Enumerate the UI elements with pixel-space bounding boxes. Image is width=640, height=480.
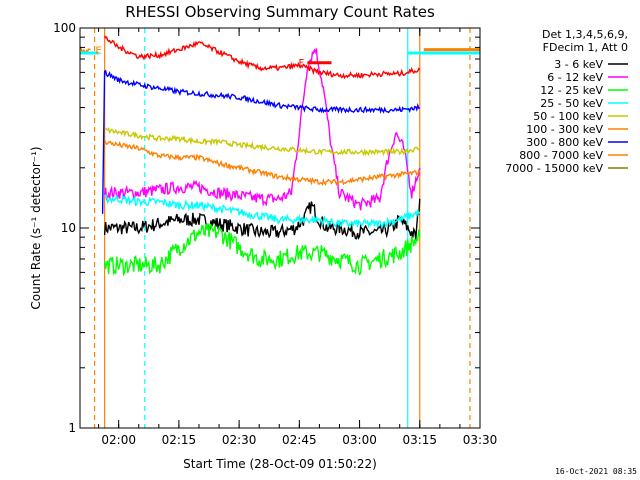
- legend-header-line-1: Det 1,3,4,5,6,9,: [542, 28, 628, 41]
- legend-label-5: 100 - 300 keV: [526, 123, 603, 136]
- legend-label-7: 800 - 7000 keV: [519, 149, 603, 162]
- series-line-1: [103, 48, 421, 211]
- series-line-2: [103, 223, 421, 277]
- legend-label-4: 50 - 100 keV: [533, 110, 603, 123]
- legend-label-2: 12 - 25 keV: [540, 84, 603, 97]
- x-tick-label-6: 03:30: [463, 433, 498, 447]
- y-tick-label-2: 100: [53, 21, 76, 35]
- series-line-4: [104, 127, 421, 157]
- y-tick-label-0: 1: [68, 421, 76, 435]
- chart-title: RHESSI Observing Summary Count Rates: [125, 3, 435, 21]
- axis-ticks: 02:00 02:15 02:30 02:45 03:00 03:15 03:30 1 10 10…: [53, 21, 497, 447]
- y-axis-label: Count Rate (s⁻¹ detector⁻¹): [29, 146, 43, 309]
- series-line-3: [104, 194, 421, 229]
- x-tick-label-2: 02:30: [222, 433, 257, 447]
- legend-label-3: 25 - 50 keV: [540, 97, 603, 110]
- eclipse-label: E: [95, 46, 101, 57]
- total-rate-line: [103, 35, 421, 80]
- y-tick-label-1: 10: [61, 221, 76, 235]
- series-line-6: [101, 69, 421, 214]
- legend-label-6: 300 - 800 keV: [526, 136, 603, 149]
- x-tick-label-3: 02:45: [282, 433, 317, 447]
- legend: Det 1,3,4,5,6,9, FDecim 1, Att 0 3 - 6 k…: [505, 28, 628, 175]
- x-tick-label-5: 03:15: [402, 433, 437, 447]
- series-lines: FE: [79, 35, 480, 277]
- legend-label-8: 7000 - 15000 keV: [505, 162, 603, 175]
- x-tick-label-4: 03:00: [342, 433, 377, 447]
- series-line-7: [79, 46, 91, 53]
- legend-label-0: 3 - 6 keV: [554, 58, 603, 71]
- x-axis-label: Start Time (28-Oct-09 01:50:22): [183, 457, 377, 471]
- legend-label-1: 6 - 12 keV: [547, 71, 603, 84]
- x-tick-label-0: 02:00: [101, 433, 136, 447]
- series-line-0: [103, 198, 421, 240]
- legend-header-line-2: FDecim 1, Att 0: [543, 41, 628, 54]
- flag-label: F: [298, 58, 304, 69]
- x-tick-label-1: 02:15: [162, 433, 197, 447]
- series-line-5: [103, 139, 421, 187]
- timestamp: 16-Oct-2021 08:35: [555, 467, 637, 476]
